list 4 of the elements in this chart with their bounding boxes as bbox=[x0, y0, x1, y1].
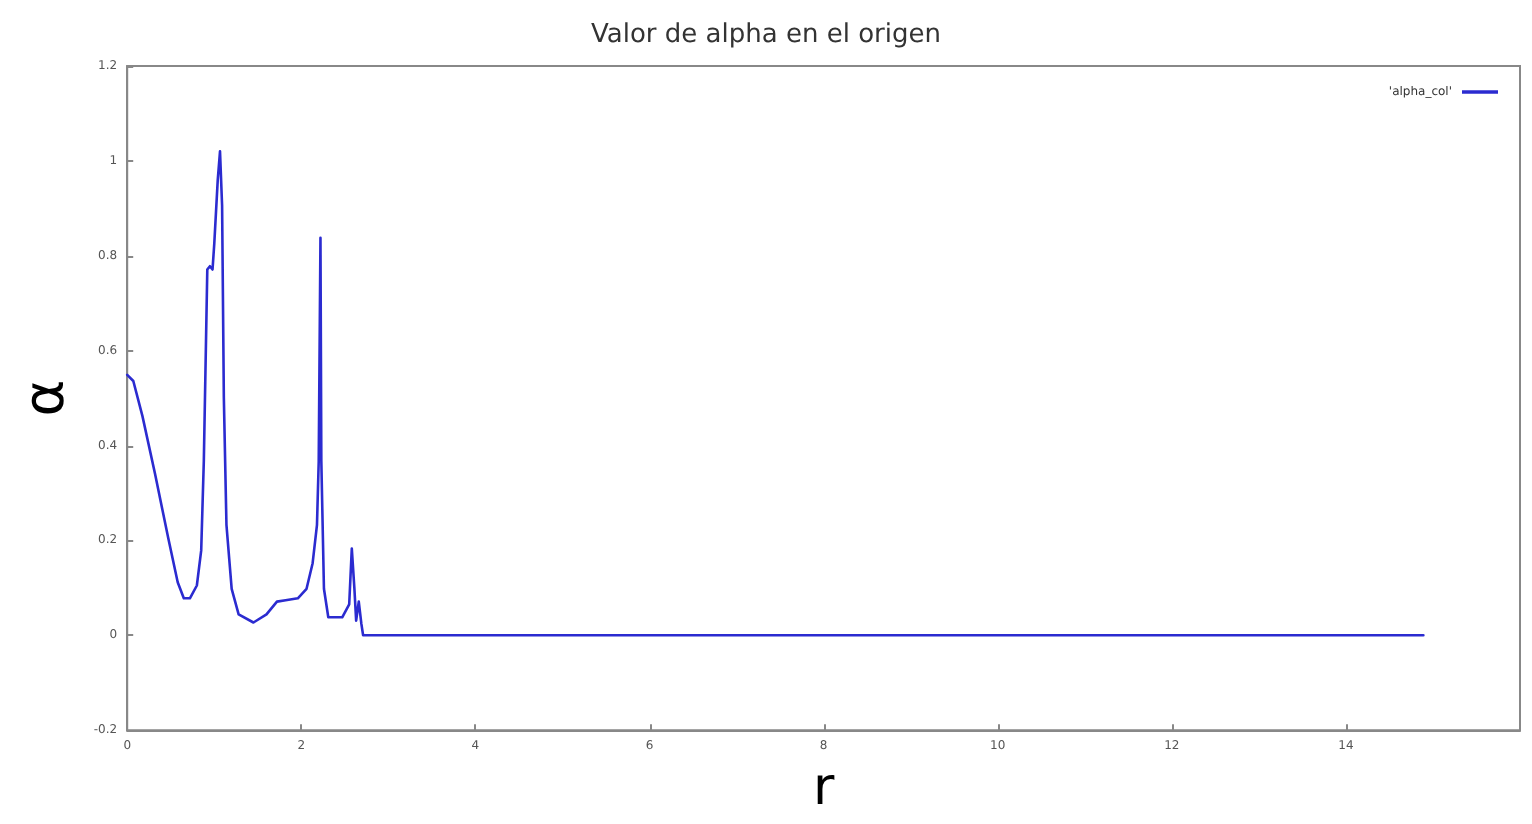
chart-title: Valor de alpha en el origen bbox=[591, 20, 941, 50]
y-axis-title: α bbox=[11, 379, 77, 417]
line-series bbox=[125, 150, 1425, 637]
x-axis-title: r bbox=[812, 758, 835, 818]
